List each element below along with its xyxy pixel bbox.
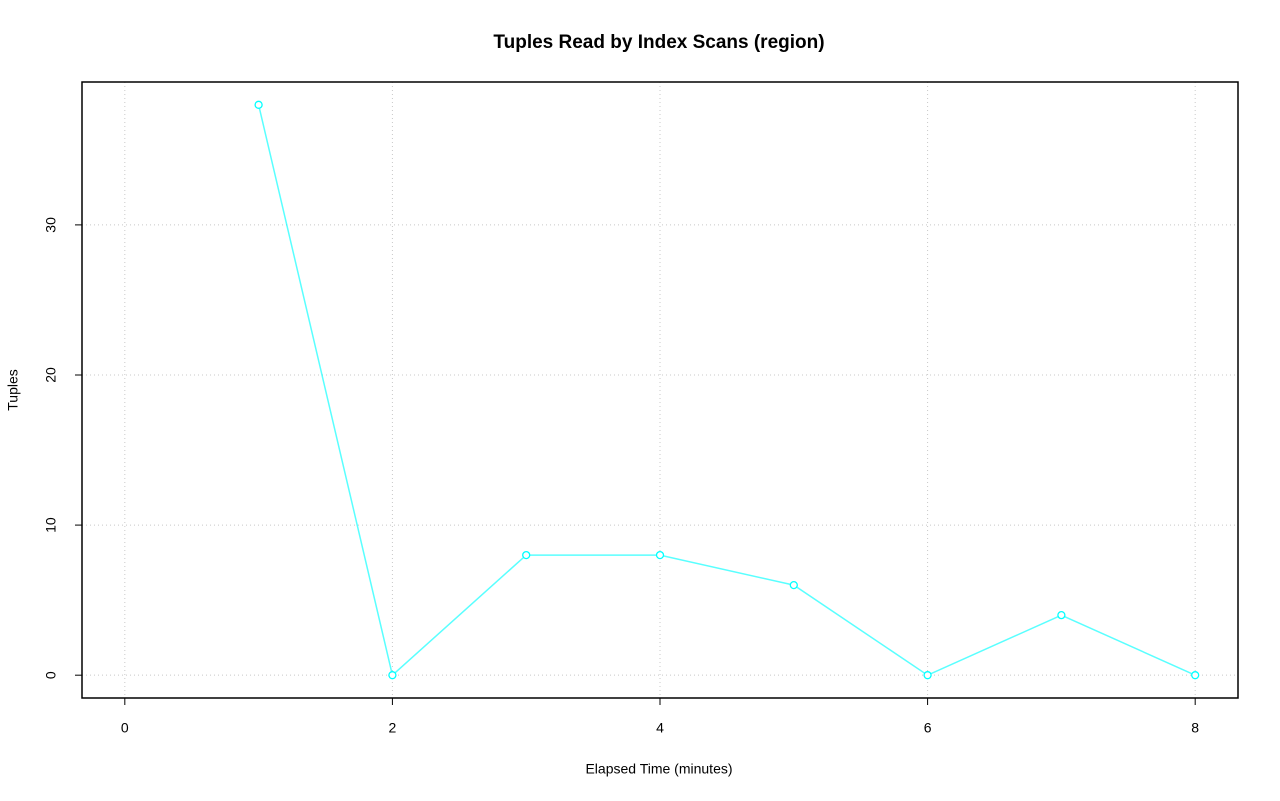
point: [655, 550, 665, 560]
y-axis-label: Tuples: [5, 369, 21, 411]
x-tick-label: 0: [121, 720, 129, 736]
point: [1057, 610, 1066, 620]
point: [388, 671, 397, 680]
point: [522, 550, 531, 560]
chart-title: Tuples Read by Index Scans (region): [493, 32, 824, 53]
x-axis-label: Elapsed Time (minutes): [585, 761, 732, 777]
x-tick-label: 2: [389, 720, 397, 736]
x-tick-label: 4: [656, 720, 664, 736]
point: [923, 671, 932, 680]
plot-frame: [81, 81, 1239, 699]
point: [789, 580, 798, 590]
line: [257, 104, 1196, 677]
point: [254, 100, 263, 109]
y-tick-label: 30: [43, 217, 59, 233]
y-tick-label: 10: [43, 517, 59, 533]
x-tick-label: 6: [924, 720, 932, 736]
y-tick-label: 0: [43, 671, 59, 679]
y-tick-label: 20: [43, 367, 59, 383]
x-tick-label: 8: [1191, 720, 1199, 736]
point: [1191, 671, 1200, 680]
